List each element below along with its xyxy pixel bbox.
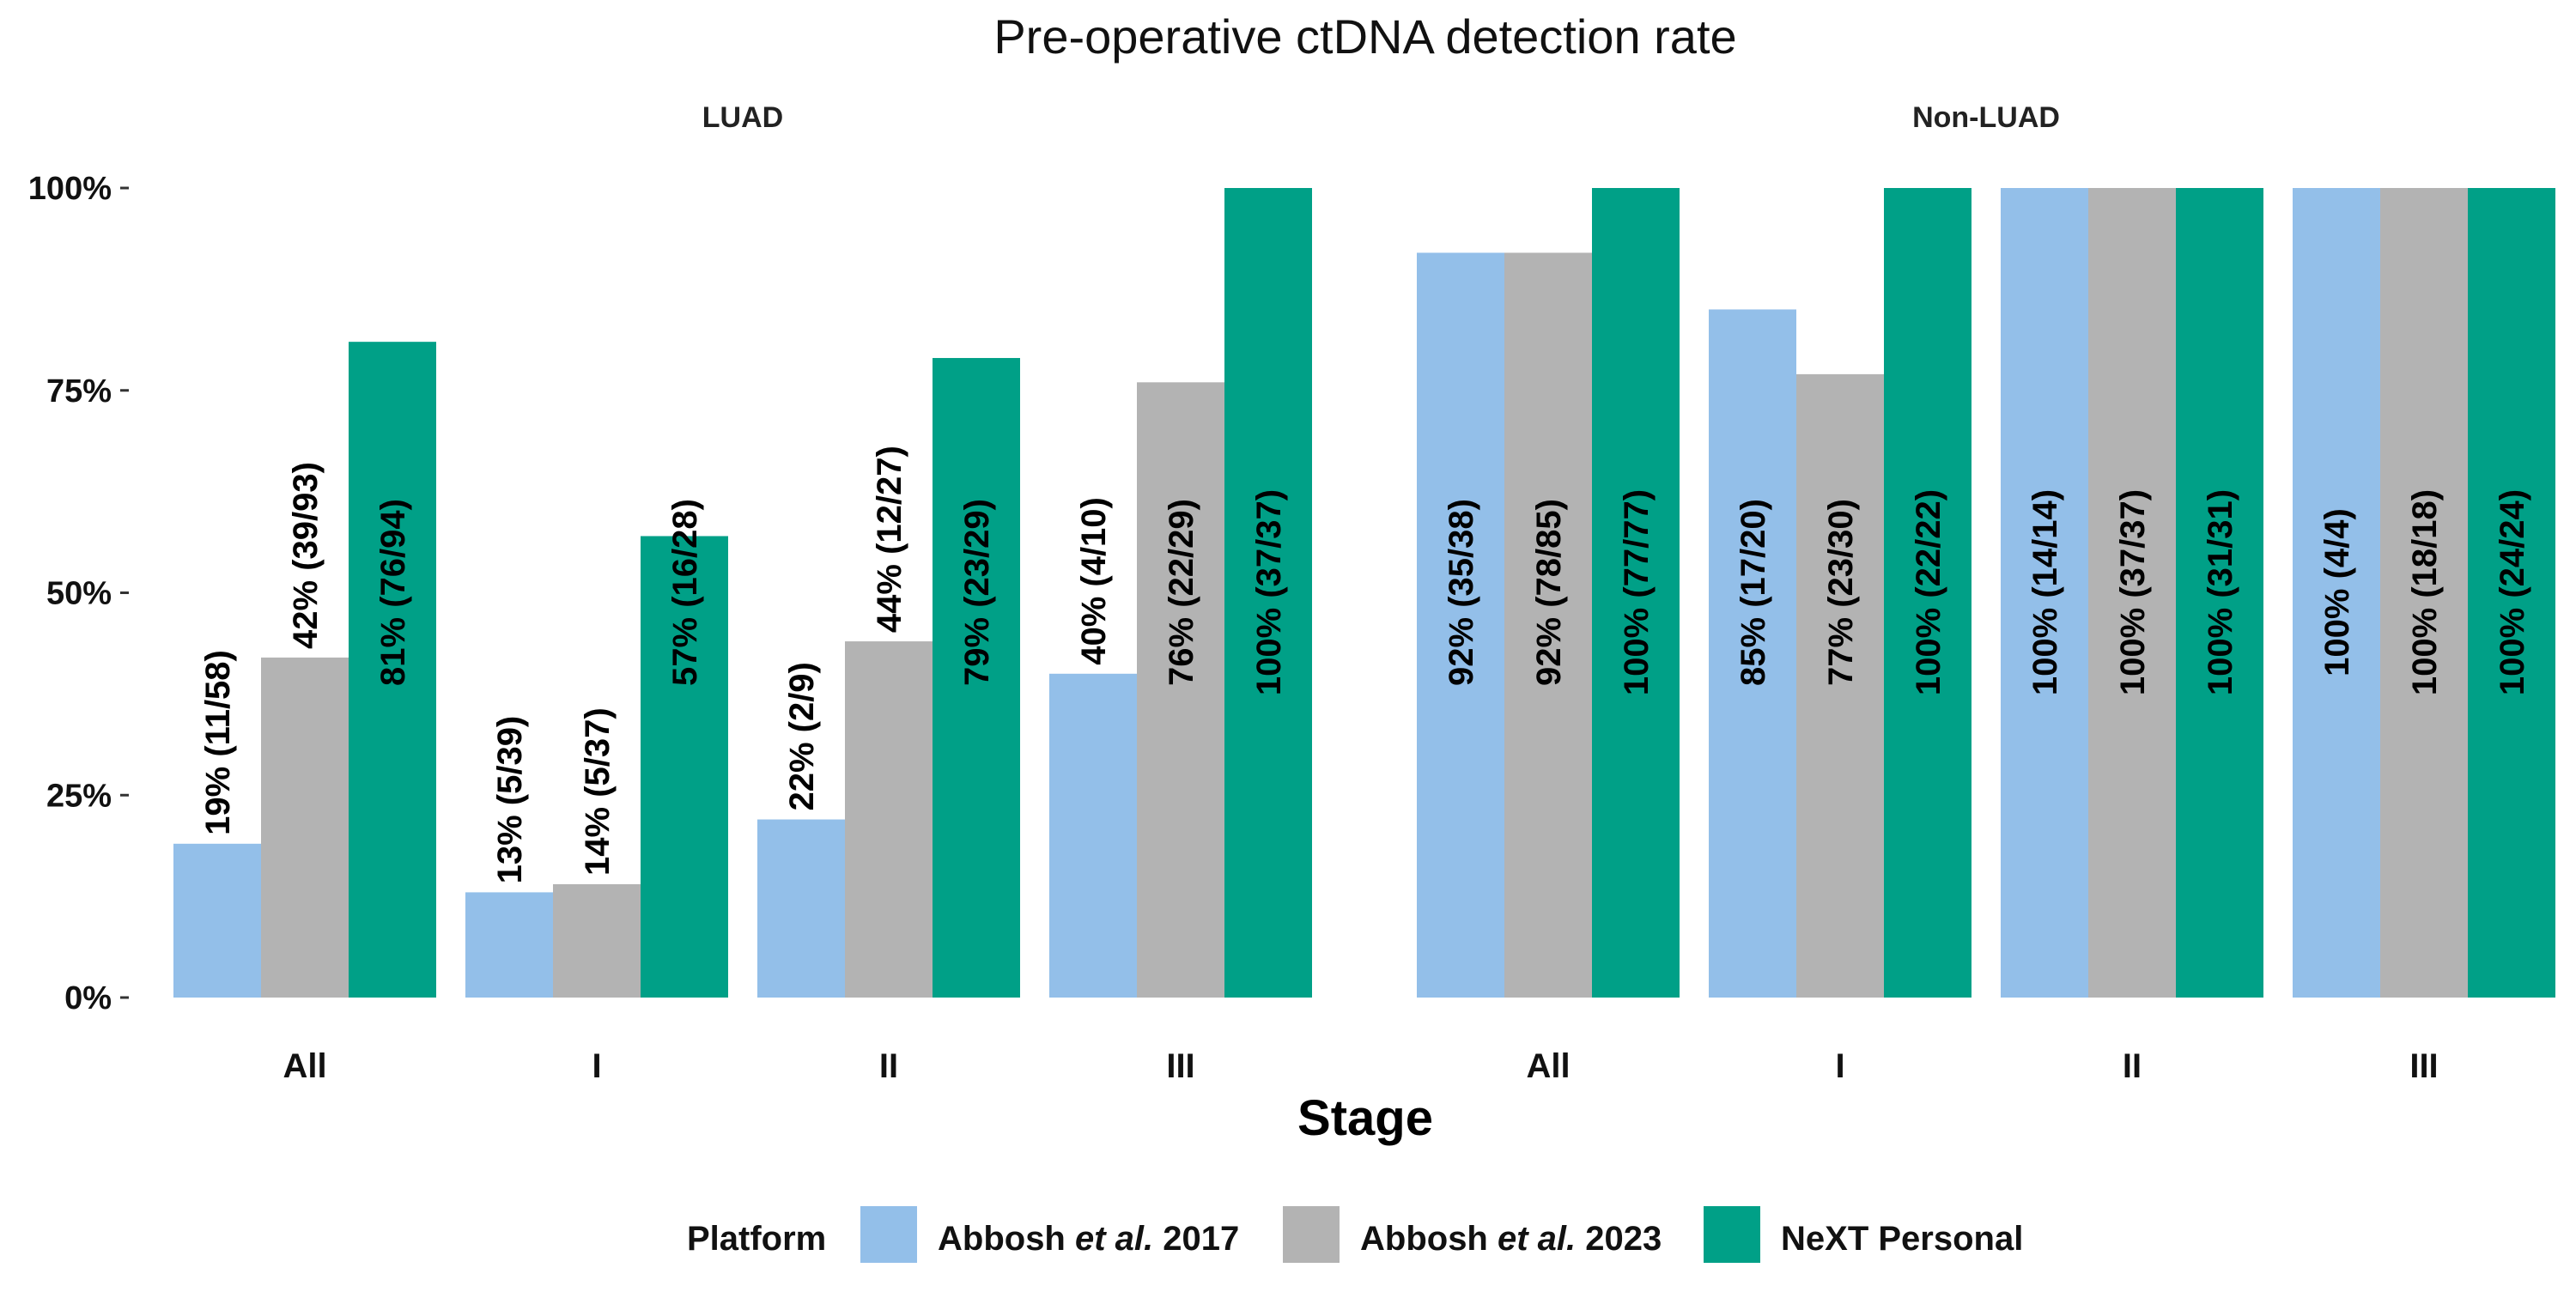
- bar-data-label: 42% (39/93): [287, 462, 325, 649]
- bar: [553, 883, 641, 998]
- x-tick-label: All: [283, 1047, 326, 1085]
- bar: [2088, 188, 2176, 998]
- y-tick-label: 50%: [46, 576, 112, 612]
- bar: [1137, 382, 1224, 998]
- bar-data-label: 76% (22/29): [1163, 499, 1200, 686]
- bar-data-label: 40% (4/10): [1075, 497, 1113, 665]
- legend-label: Abbosh et al. 2023: [1360, 1220, 1662, 1258]
- bar-data-label: 13% (5/39): [491, 716, 529, 884]
- facet-label: Non-LUAD: [1912, 101, 2060, 134]
- bar: [845, 641, 933, 998]
- bar-data-label: 14% (5/37): [579, 707, 617, 876]
- bar: [2176, 188, 2263, 998]
- bar: [261, 657, 349, 998]
- bar: [2468, 188, 2555, 998]
- x-axis-label: Stage: [1297, 1090, 1433, 1146]
- bar-data-label: 92% (35/38): [1443, 499, 1480, 686]
- bar: [1884, 188, 1971, 998]
- bar: [1049, 673, 1137, 998]
- x-tick-label: II: [2123, 1047, 2142, 1085]
- legend-item: Abbosh et al. 2017: [860, 1206, 1239, 1263]
- bar-data-label: 77% (23/30): [1822, 499, 1860, 686]
- y-tick-label: 0%: [64, 980, 112, 1016]
- legend-swatch: [860, 1206, 917, 1263]
- x-tick-label: II: [879, 1047, 898, 1085]
- x-tick-label: I: [592, 1047, 601, 1085]
- bar: [1417, 252, 1504, 998]
- bar: [2293, 188, 2380, 998]
- y-tick-label: 100%: [28, 171, 112, 207]
- bar-data-label: 100% (4/4): [2318, 508, 2356, 676]
- bar-data-label: 79% (23/29): [958, 499, 996, 686]
- bar-data-label: 81% (76/94): [374, 499, 412, 686]
- bar-data-label: 100% (37/37): [2114, 489, 2152, 695]
- bar-data-label: 100% (14/14): [2026, 489, 2064, 695]
- bar-data-label: 92% (78/85): [1530, 499, 1568, 686]
- legend-swatch: [1283, 1206, 1340, 1263]
- bar-data-label: 100% (22/22): [1910, 489, 1947, 695]
- legend-item: NeXT Personal: [1704, 1206, 2023, 1263]
- x-tick-label: III: [1166, 1047, 1194, 1085]
- legend-label: NeXT Personal: [1781, 1220, 2023, 1258]
- legend-label: Abbosh et al. 2017: [938, 1220, 1239, 1258]
- bar: [1796, 373, 1884, 998]
- bar: [1592, 188, 1680, 998]
- bar: [349, 342, 436, 998]
- bar: [465, 892, 553, 998]
- bar: [2001, 188, 2088, 998]
- facet-label: LUAD: [702, 101, 783, 134]
- legend: Platform Abbosh et al. 2017 Abbosh et al. …: [687, 1206, 2023, 1263]
- bar-data-label: 85% (17/20): [1735, 499, 1772, 686]
- bar-data-label: 100% (24/24): [2494, 489, 2531, 695]
- bar-data-label: 100% (37/37): [1250, 489, 1288, 695]
- bar-data-label: 57% (16/28): [666, 499, 704, 686]
- bar: [173, 843, 261, 998]
- bar-data-label: 22% (2/9): [783, 662, 821, 810]
- bar: [933, 358, 1020, 998]
- legend-title: Platform: [687, 1220, 826, 1258]
- bar: [1224, 188, 1312, 998]
- y-tick-label: 75%: [46, 373, 112, 409]
- bar-data-label: 100% (18/18): [2406, 489, 2444, 695]
- bar-data-label: 100% (31/31): [2202, 489, 2239, 695]
- y-tick-label: 25%: [46, 778, 112, 814]
- bar: [757, 819, 845, 998]
- x-tick-label: III: [2409, 1047, 2438, 1085]
- legend-item: Abbosh et al. 2023: [1283, 1206, 1662, 1263]
- bar-data-label: 44% (12/27): [871, 446, 908, 633]
- facets: LUAD 19% (11/58) 42% (39/93) 81% (76/94) All…: [173, 101, 2555, 1085]
- legend-swatch: [1704, 1206, 1760, 1263]
- bar: [1709, 309, 1796, 998]
- chart-title: Pre-operative ctDNA detection rate: [993, 9, 1736, 64]
- facet-panel: LUAD 19% (11/58) 42% (39/93) 81% (76/94) All…: [173, 101, 1312, 1085]
- bar: [1504, 252, 1592, 998]
- y-axis: 0% 25% 50% 75% 100%: [28, 171, 129, 1016]
- x-tick-label: All: [1526, 1047, 1570, 1085]
- bar-data-label: 19% (11/58): [199, 650, 237, 835]
- bar-data-label: 100% (77/77): [1618, 489, 1656, 695]
- facet-panel: Non-LUAD 92% (35/38) 92% (78/85) 100% (77/7…: [1417, 101, 2555, 1085]
- x-tick-label: I: [1835, 1047, 1844, 1085]
- bar: [641, 536, 728, 998]
- bar: [2380, 188, 2468, 998]
